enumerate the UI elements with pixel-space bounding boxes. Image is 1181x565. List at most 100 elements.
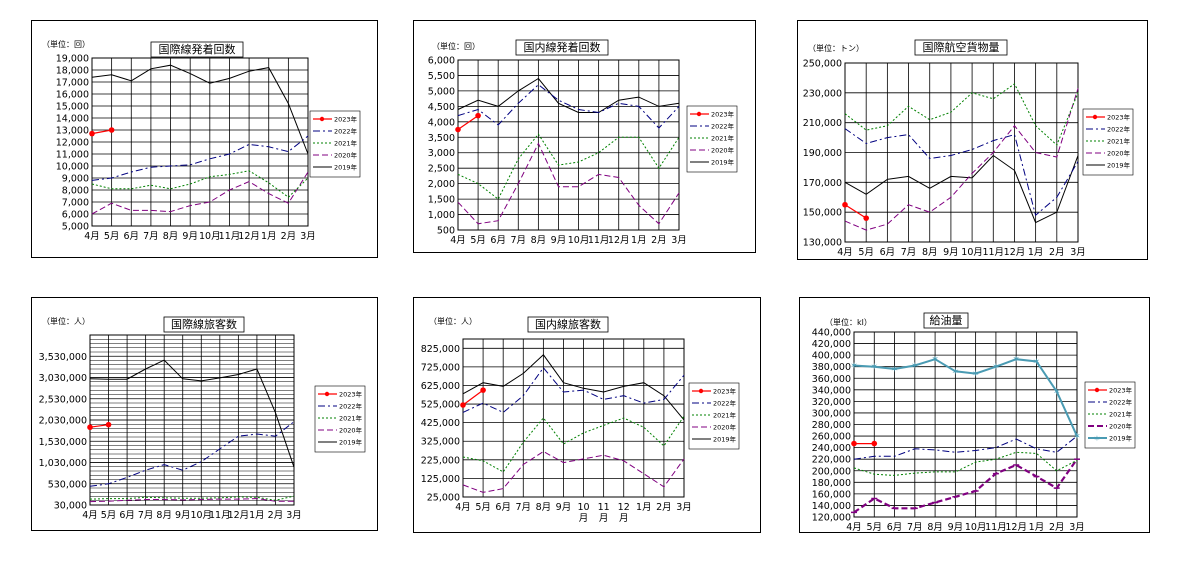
series-line-2020年 [853,458,1078,514]
x-tick-label: 5月 [470,235,486,246]
legend-marker-2023年 [698,388,704,394]
legend-label-2022年: 2022年 [339,402,363,411]
y-tick-label: 425,000 [421,418,460,429]
data-point-2023年 [105,421,112,428]
y-tick-label: 1,000 [428,210,455,221]
x-tick-label: 7月 [138,510,154,521]
data-point-2019年: ✶ [992,363,1000,373]
y-tick-label: 500 [437,226,455,237]
legend-label-2020年: 2020年 [339,426,363,435]
x-tick-label: 月 [619,513,629,524]
x-tick-label: 2月 [651,235,667,246]
x-tick-label: 12月 [228,510,250,521]
x-tick-label: 6月 [880,247,896,258]
x-tick-label: 9月 [943,247,959,258]
y-tick-label: 240,000 [812,443,851,454]
x-tick-label: 10月 [568,235,590,246]
legend-label-2023年: 2023年 [1109,386,1133,395]
series-line-2023年 [462,389,484,406]
x-tick-label: 7月 [515,502,531,513]
y-tick-label: 14,000 [56,114,89,125]
y-tick-label: 300,000 [812,408,851,419]
x-tick-label: 10 [577,502,589,513]
y-tick-label: 13,000 [56,126,89,137]
x-tick-label: 3月 [676,502,692,513]
series-line-2021年 [844,83,1079,146]
y-tick-label: 250,000 [803,59,842,70]
series-line-2022年 [89,421,295,487]
data-point-2023年 [87,424,93,431]
y-tick-label: 11,000 [56,150,89,161]
x-tick-label: 12月 [608,235,630,246]
unit-label: （単位：人） [42,316,90,326]
y-tick-label: 200,000 [812,466,851,477]
y-tick-label: 16,000 [56,90,89,101]
chart-intl-passengers: 30,000 530,000 1,030,000 1,530,000 2,030,000… [39,316,366,521]
legend: 2023年 2022年 2021年 2020年 ✶ 2019年 [1084,381,1136,449]
data-point-2023年 [871,440,878,447]
y-tick-label: 2,530,000 [39,394,87,405]
series-line-2023年 [844,204,867,219]
chart-intl-cargo: 130,000 150,000 170,000 190,000 210,000 230,0… [803,39,1134,258]
y-tick-label: 380,000 [812,362,851,373]
unit-label: （単位：回） [432,41,480,51]
x-tick-label: 10月 [961,247,983,258]
x-tick-label: 9月 [175,510,191,521]
x-tick-label: 12月 [1005,522,1027,532]
series-line-2022年 [462,366,685,413]
chart-title: 国際航空貨物量 [923,40,1000,54]
x-tick-label: 1月 [261,231,277,242]
data-point-2019年: ✶ [1012,355,1020,365]
y-tick-label: 400,000 [812,351,851,362]
x-tick-label: 8月 [531,235,547,246]
legend-box [1082,108,1134,176]
chart-title: 国際線旅客数 [171,317,237,331]
series-line-2022年 [91,135,309,181]
x-tick-label: 12月 [238,231,260,242]
legend-label-2019年: 2019年 [334,163,358,172]
data-point-2019年: ✶ [952,367,960,377]
legend-label-2023年: 2023年 [711,110,735,119]
legend-label-2023年: 2023年 [713,387,737,396]
x-tick-label: 1月 [631,235,647,246]
unit-label: （単位：トン） [808,43,864,53]
y-tick-label: 3,530,000 [39,352,87,363]
chart-title: 国内線旅客数 [535,317,601,331]
plot-area [462,338,685,498]
legend-label-2022年: 2022年 [713,399,737,408]
unit-label: （単位：人） [429,316,477,326]
chart-title-box [527,316,609,333]
chart-title-box [923,312,969,329]
x-tick-label: 8月 [163,231,179,242]
data-point-2019年: ✶ [972,370,980,380]
chart-panel-intl-passengers: 30,000 530,000 1,030,000 1,530,000 2,030,000… [31,297,378,531]
chart-title-box [515,39,609,56]
legend-label-2021年: 2021年 [334,139,358,148]
chart-fuel: 120,000140,000160,000180,000200,000220,0… [812,312,1136,532]
x-tick-label: 4月 [837,247,853,258]
legend-label-2019年: 2019年 [713,435,737,444]
y-tick-label: 1,030,000 [39,458,87,469]
x-tick-label: 8月 [536,502,552,513]
y-tick-label: 180,000 [812,478,851,489]
legend-marker-2019年: ✶ [1094,434,1101,443]
series-line-2019年 [462,354,685,421]
x-tick-label: 3月 [300,231,316,242]
y-tick-label: 225,000 [421,455,460,466]
y-tick-label: 1,500 [428,195,455,206]
x-tick-label: 11月 [209,510,231,521]
y-tick-label: 5,000 [428,86,455,97]
legend-marker-2023年 [324,391,330,397]
data-point-2019年: ✶ [911,362,919,372]
y-tick-label: 320,000 [812,397,851,408]
x-tick-label: 10月 [199,231,221,242]
legend-label-2020年: 2020年 [1107,149,1131,158]
x-tick-label: 11 [598,502,610,513]
x-tick-label: 8月 [156,510,172,521]
y-tick-label: 190,000 [803,148,842,159]
legend-label-2021年: 2021年 [1107,137,1131,146]
legend-label-2023年: 2023年 [1107,113,1131,122]
series-line-2020年 [457,142,680,225]
chart-title-box [914,39,1008,56]
y-tick-label: 30,000 [54,501,87,512]
